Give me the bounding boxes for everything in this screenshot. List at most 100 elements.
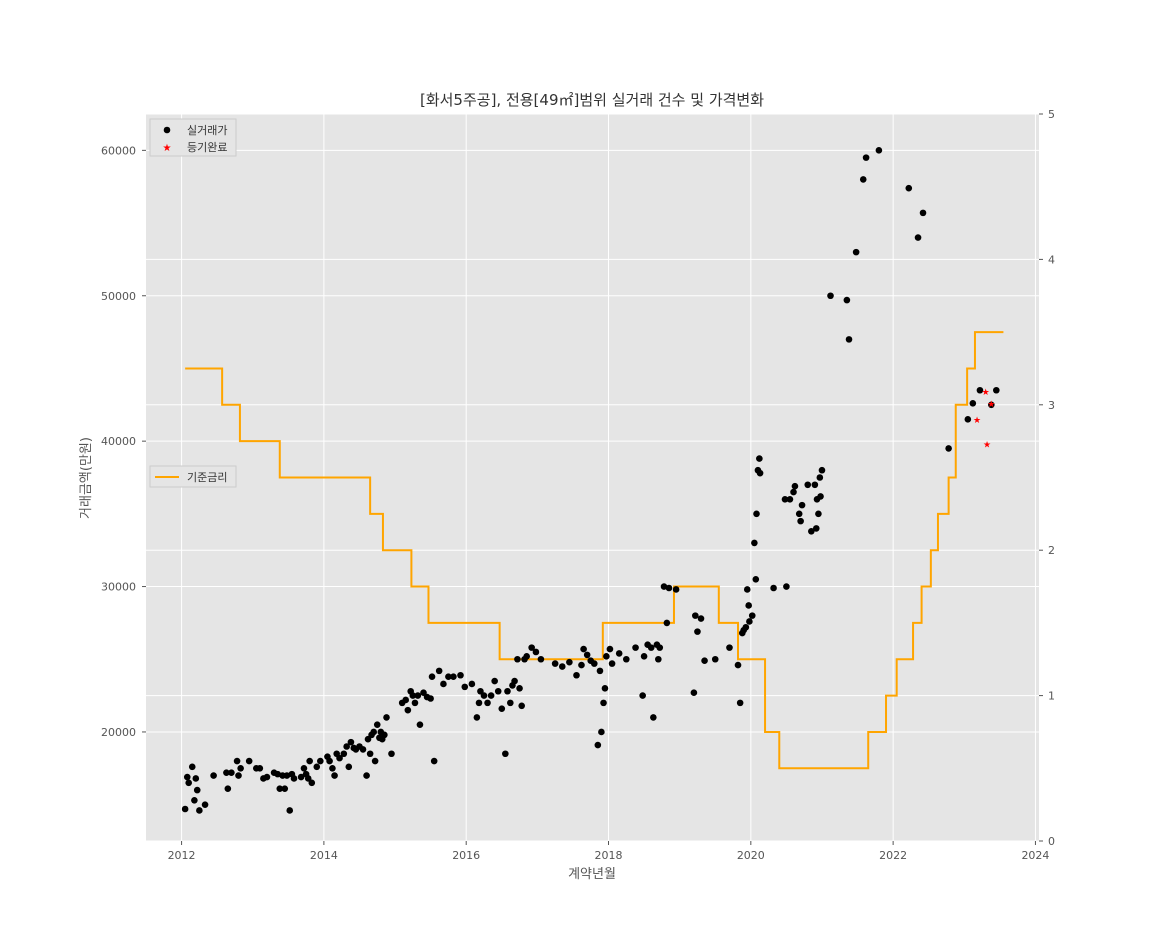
trade-point [304,775,312,782]
trade-point [468,680,476,688]
trade-point [504,687,511,695]
chart-title: [화서5주공], 전용[49㎡]범위 실거래 건수 및 가격변화 [420,91,764,109]
trade-point [656,644,664,651]
x-tick-label: 2018 [595,849,623,862]
trade-point [420,689,427,696]
trade-point [373,721,381,728]
trade-point [345,763,353,771]
trade-point [440,680,447,688]
trade-point [523,653,530,660]
trade-point [734,661,742,669]
legend-rate-box [149,465,237,488]
trade-point [756,455,763,462]
trade-point [498,705,506,712]
trade-point [817,493,824,500]
trade-point [237,765,244,772]
trade-point [663,619,671,627]
trade-point [223,769,230,776]
x-tick-label: 2016 [452,849,480,862]
trade-point [477,687,484,695]
trade-point [185,779,192,787]
x-tick-label: 2024 [1021,849,1049,862]
legend-top-box [149,118,237,157]
trade-point [290,775,298,782]
legend-top: 실거래가 ★ 등기완료 [149,118,237,157]
trade-point [751,539,758,547]
trade-point [791,482,799,490]
trade-point [224,785,232,792]
y2-tick-label: 1 [1048,690,1055,703]
trade-point [798,501,806,509]
trade-point [235,772,242,779]
trade-point [364,735,372,743]
trade-point [875,147,883,154]
trade-point [404,706,412,714]
trade-point [409,692,417,699]
trade-point [862,154,870,161]
trade-point [601,685,609,692]
trade-point [435,667,443,675]
y2-tick-label: 2 [1048,544,1055,557]
trade-point [795,510,803,518]
trade-point [566,658,573,666]
y2-tick-label: 4 [1048,253,1055,266]
trade-point [306,757,313,765]
trade-point [701,657,708,665]
trade-point [183,773,191,781]
trade-point [370,728,377,736]
y-axis-label: 거래금액(만원) [79,437,94,519]
trade-point [428,673,436,680]
trade-point [256,765,264,772]
trade-point [590,660,598,667]
registered-point: ★ [973,416,981,426]
trade-point [551,660,559,667]
trade-point [812,525,820,532]
trade-point [993,386,1000,394]
trade-point [660,583,668,590]
trade-point [827,292,834,300]
trade-point [532,648,540,656]
trade-point [201,801,209,808]
trade-point [815,510,822,518]
trade-point [756,469,764,477]
y2-tick-label: 5 [1048,108,1055,121]
trade-point [416,721,424,728]
trade-point [196,807,203,814]
trade-point [430,757,438,765]
trade-point [598,728,605,736]
trade-point [783,583,790,590]
trade-point [331,772,338,779]
trade-point [816,474,824,481]
trade-point [647,644,655,651]
trade-point [502,750,509,758]
trade-point [594,741,602,749]
trade-point [363,772,370,779]
trade-point [427,695,434,702]
trade-point [308,779,316,787]
trade-point [914,234,922,241]
trade-point [804,481,812,489]
trade-point [274,770,281,778]
trade-point [781,496,789,503]
trade-point [745,602,752,609]
trade-point [286,807,294,814]
trade-point [690,689,698,696]
trade-point [818,466,826,474]
trade-point [615,650,623,657]
trade-point [402,696,410,704]
trade-point [640,653,648,660]
y2-tick-label: 0 [1048,835,1055,848]
y2-tick-label: 3 [1048,399,1055,412]
trade-point [743,586,751,593]
trade-point [742,623,750,631]
trade-point [632,644,639,651]
trade-point [366,750,374,758]
trade-point [694,628,701,635]
registered-point: ★ [983,441,991,451]
trade-point [655,655,662,663]
legend-trade-label: 실거래가 [187,124,227,137]
trade-point [313,763,321,771]
trade-point [473,714,481,721]
trade-point [748,612,756,619]
trade-point [388,750,395,758]
